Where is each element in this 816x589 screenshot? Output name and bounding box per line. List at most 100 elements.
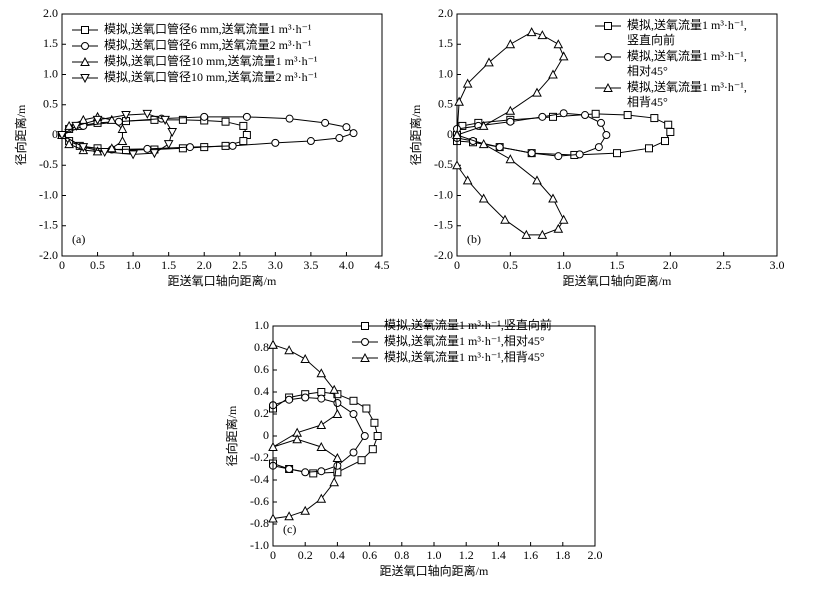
data-point — [301, 393, 310, 402]
y-tick-label: 1.5 — [438, 36, 453, 50]
data-point — [333, 399, 342, 407]
y-tick-label: 0.4 — [254, 384, 269, 398]
x-tick-label: 0.2 — [298, 548, 313, 562]
y-tick-label: 1.0 — [254, 318, 269, 332]
panel-label: (b) — [467, 232, 481, 246]
data-point — [478, 139, 489, 149]
data-point — [370, 418, 379, 427]
data-point — [484, 57, 494, 67]
y-tick-label: -1.5 — [434, 218, 453, 232]
series-line — [456, 113, 671, 156]
data-point — [78, 143, 89, 153]
x-tick-label: 4.0 — [339, 258, 354, 272]
data-point — [239, 137, 248, 146]
data-point — [149, 149, 160, 159]
data-point — [469, 137, 477, 146]
legend-marker — [80, 56, 90, 66]
data-point — [349, 410, 358, 418]
data-point — [548, 69, 558, 79]
data-point — [462, 175, 473, 185]
x-tick-label: 1.0 — [556, 258, 571, 272]
y-tick-label: -0.5 — [39, 157, 58, 171]
data-point — [575, 150, 584, 159]
data-point — [558, 51, 569, 61]
data-point — [78, 114, 89, 124]
data-point — [228, 141, 237, 150]
y-tick-label: 0.5 — [438, 97, 453, 111]
data-point — [306, 137, 315, 146]
x-tick-label: 4.5 — [375, 258, 390, 272]
x-tick-label: 1.5 — [161, 258, 176, 272]
y-tick-label: 0 — [263, 428, 269, 442]
legend-marker — [604, 22, 612, 30]
y-tick-label: -1.0 — [250, 538, 269, 552]
data-point — [537, 229, 548, 239]
data-point — [242, 112, 251, 121]
x-tick-label: 1.0 — [126, 258, 141, 272]
data-point — [478, 193, 489, 203]
data-point — [549, 112, 557, 121]
data-point — [452, 160, 462, 170]
data-point — [452, 129, 462, 139]
y-tick-label: -0.5 — [434, 157, 453, 171]
data-point — [178, 115, 187, 124]
data-point — [167, 127, 178, 138]
data-point — [532, 87, 542, 97]
data-point — [284, 345, 294, 355]
x-tick-label: 0.6 — [362, 548, 377, 562]
y-tick-label: -1.5 — [39, 218, 58, 232]
data-point — [478, 120, 489, 130]
data-point — [505, 39, 516, 49]
legend-marker — [81, 42, 89, 50]
y-axis-label: 径向距离/m — [224, 405, 239, 466]
data-point — [268, 441, 278, 451]
legend-label: 模拟,送氧流量1 m³·h⁻¹,相对45° — [384, 333, 545, 348]
legend-marker — [603, 82, 613, 92]
x-tick-label: 3.5 — [303, 258, 318, 272]
data-point — [332, 408, 343, 418]
x-tick-label: 1.8 — [555, 548, 570, 562]
data-point — [548, 193, 558, 203]
data-point — [284, 511, 294, 521]
data-point — [292, 434, 302, 444]
y-tick-label: 1.0 — [43, 66, 58, 80]
data-point — [553, 39, 564, 49]
data-point — [645, 144, 653, 153]
panel-label: (c) — [283, 522, 296, 536]
data-point — [106, 114, 117, 124]
y-tick-label: 0.5 — [43, 97, 58, 111]
x-axis-label: 距送氧口轴向距离/m — [168, 273, 277, 288]
data-point — [368, 445, 377, 454]
data-point — [92, 115, 103, 125]
x-tick-label: 0.4 — [330, 548, 345, 562]
data-point — [271, 138, 280, 147]
x-tick-label: 2.0 — [588, 548, 603, 562]
data-point — [160, 115, 170, 125]
legend-label: 模拟,送氧流量1 m³·h⁻¹, — [627, 48, 747, 63]
data-point — [349, 448, 358, 457]
data-point — [500, 214, 510, 224]
x-tick-label: 0.5 — [503, 258, 518, 272]
data-point — [597, 118, 605, 127]
data-point — [362, 404, 371, 413]
x-tick-label: 2.0 — [663, 258, 678, 272]
data-point — [317, 394, 326, 403]
data-point — [200, 112, 209, 121]
x-tick-label: 1.6 — [523, 548, 538, 562]
data-point — [462, 78, 473, 88]
data-point — [121, 111, 131, 121]
series-line — [272, 396, 366, 473]
legend-label: 模拟,送氧流量1 m³·h⁻¹, — [627, 17, 747, 32]
data-point — [538, 112, 547, 121]
legend-label: 模拟,送氧口管径6 mm,送氧流量1 m³·h⁻¹ — [104, 21, 312, 36]
data-point — [142, 109, 153, 119]
data-point — [178, 144, 187, 153]
data-point — [239, 121, 248, 130]
data-point — [333, 461, 342, 470]
data-point — [309, 469, 318, 478]
legend-label: 相背45° — [627, 95, 668, 109]
y-tick-label: 1.0 — [438, 66, 453, 80]
y-tick-label: -2.0 — [434, 248, 453, 262]
data-point — [373, 432, 382, 440]
